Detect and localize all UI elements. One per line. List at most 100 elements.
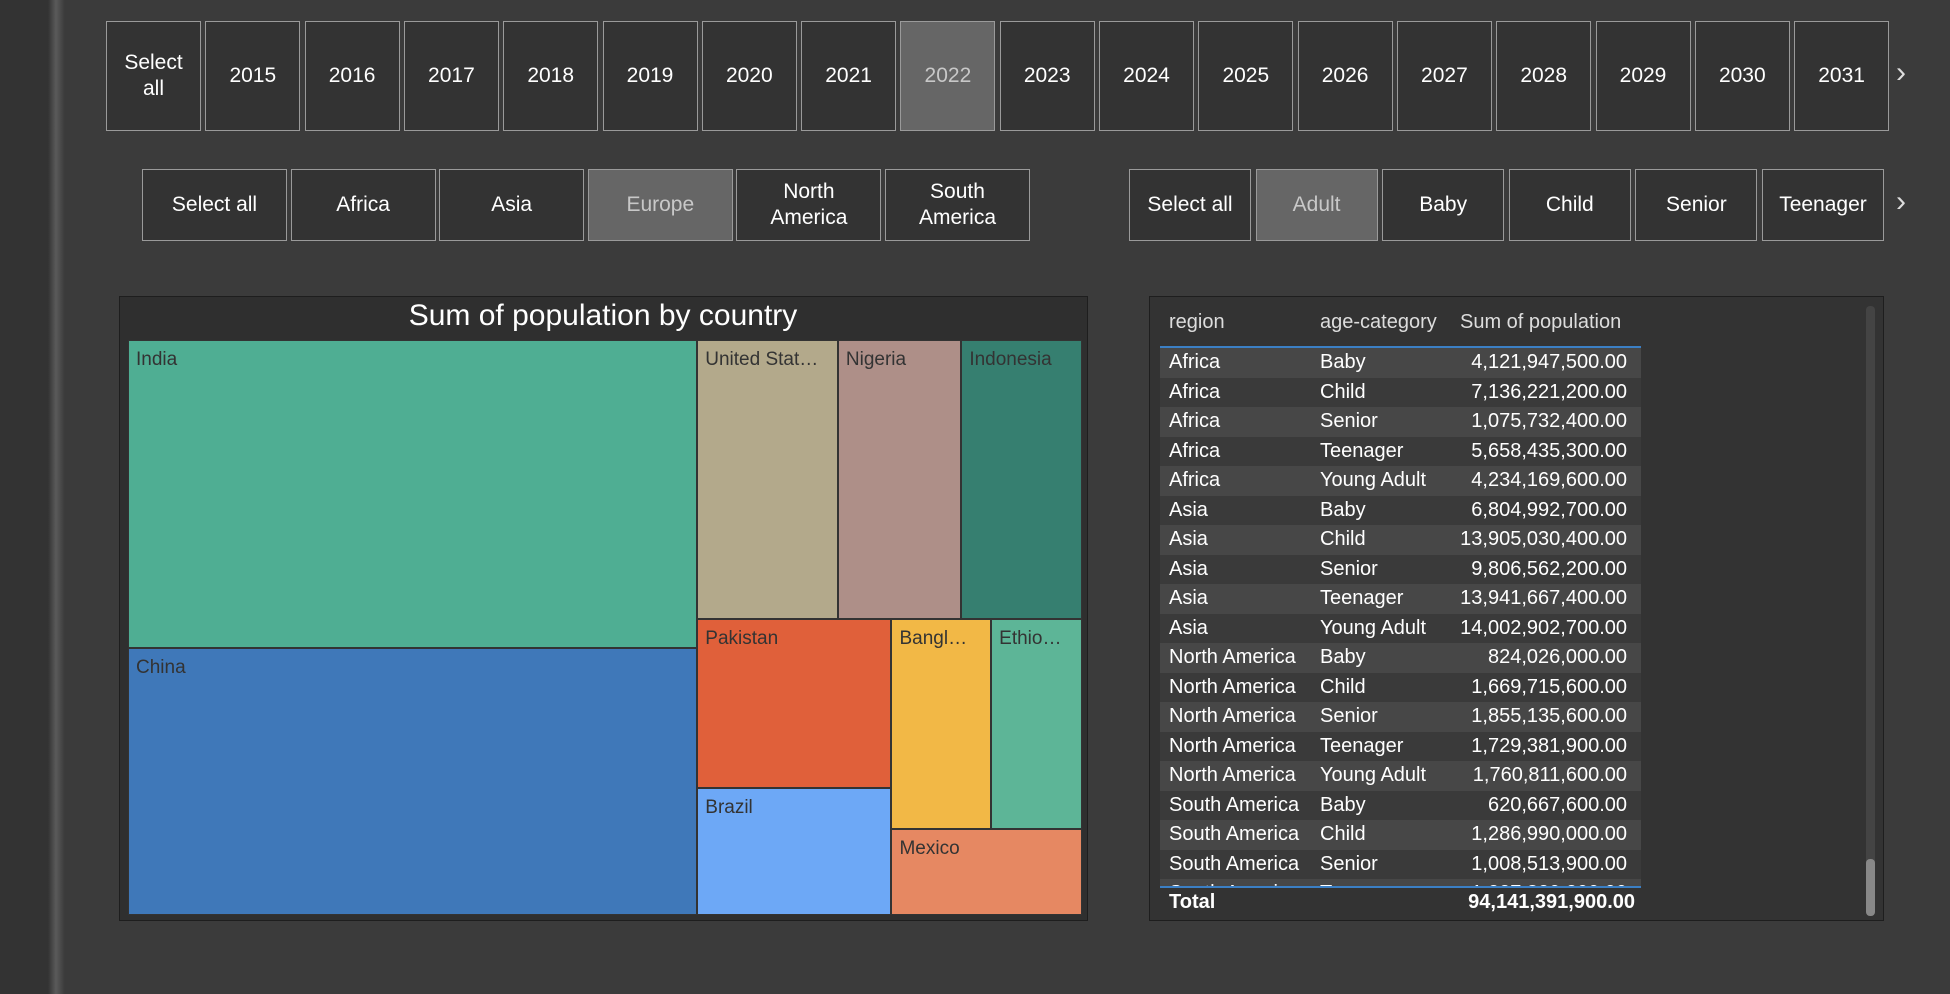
slicer-button[interactable]: 2020 bbox=[701, 21, 797, 131]
slicer-button[interactable]: 2017 bbox=[403, 21, 499, 131]
column-header: age-category bbox=[1320, 310, 1437, 333]
treemap-visual: Sum of population by country India China U… bbox=[119, 296, 1088, 921]
total-label: Total bbox=[1169, 890, 1216, 913]
slicer-button[interactable]: Select all bbox=[142, 169, 287, 241]
treemap-label: India bbox=[136, 349, 178, 370]
table-cell: South America bbox=[1169, 852, 1300, 875]
table-cell: 824,026,000.00 bbox=[1487, 646, 1627, 669]
slicer-button[interactable]: 2023 bbox=[999, 21, 1095, 131]
table-cell: Asia bbox=[1169, 587, 1208, 610]
column-header: Sum of population bbox=[1460, 310, 1622, 333]
treemap-label: Ethio… bbox=[999, 628, 1062, 650]
table-cell: 4,234,169,600.00 bbox=[1471, 469, 1627, 492]
treemap-label: Nigeria bbox=[845, 349, 907, 370]
slicer-button[interactable]: Baby bbox=[1382, 169, 1505, 241]
slicer-button[interactable]: 2026 bbox=[1297, 21, 1393, 131]
table-cell: Baby bbox=[1320, 498, 1366, 521]
slicer-button[interactable]: 2031 bbox=[1794, 21, 1890, 131]
table-row: Asia Senior 9,806,562,200.00 bbox=[1160, 554, 1641, 584]
slicer-button[interactable]: Select all bbox=[1129, 169, 1251, 241]
table-cell: Young Adult bbox=[1320, 764, 1427, 787]
column-header: region bbox=[1169, 310, 1225, 333]
table-cell: Child bbox=[1320, 380, 1366, 403]
year-scroll-arrow[interactable]: › bbox=[1896, 56, 1906, 89]
slicer-button[interactable]: Adult bbox=[1255, 169, 1378, 241]
table-row: South America Senior 1,008,513,900.00 bbox=[1160, 849, 1641, 879]
table-cell: 6,804,992,700.00 bbox=[1471, 498, 1627, 521]
table-cell: 14,002,902,700.00 bbox=[1460, 616, 1627, 639]
table-row: North America Child 1,669,715,600.00 bbox=[1160, 672, 1641, 702]
table-cell: 1,227,820,200.00 bbox=[1451, 879, 1627, 886]
table-row: Africa Senior 1,075,732,400.00 bbox=[1160, 407, 1641, 437]
table-cell: Senior bbox=[1320, 557, 1378, 580]
slicer-button[interactable]: Child bbox=[1508, 169, 1631, 241]
table-cell: North America bbox=[1169, 646, 1296, 669]
table-cell: 7,136,221,200.00 bbox=[1471, 380, 1627, 403]
header-divider bbox=[1160, 346, 1641, 348]
slicer-button[interactable]: Asia bbox=[439, 169, 585, 241]
scrollbar-thumb[interactable] bbox=[1866, 859, 1875, 916]
table-cell: Teenager bbox=[1320, 439, 1404, 462]
table-cell: Teenager bbox=[1320, 734, 1404, 757]
table-cell: 4,121,947,500.00 bbox=[1471, 351, 1627, 374]
table-cell: 1,760,811,600.00 bbox=[1472, 764, 1627, 787]
slicer-button[interactable]: 2030 bbox=[1694, 21, 1790, 131]
table-cell: South America bbox=[1169, 823, 1300, 846]
table-row: North America Senior 1,855,135,600.00 bbox=[1160, 702, 1641, 732]
table-cell: Asia bbox=[1169, 557, 1208, 580]
slicer-button[interactable]: 2024 bbox=[1099, 21, 1194, 131]
slicer-button[interactable]: 2015 bbox=[205, 21, 301, 131]
slicer-button[interactable]: Teenager bbox=[1762, 169, 1884, 241]
scrollbar[interactable] bbox=[1866, 306, 1875, 916]
slicer-button[interactable]: 2028 bbox=[1496, 21, 1592, 131]
table-cell: Senior bbox=[1320, 410, 1378, 433]
table-cell: Africa bbox=[1169, 439, 1221, 462]
treemap-tile: Bangl… bbox=[891, 619, 992, 829]
slicer-button[interactable]: 2016 bbox=[304, 21, 400, 131]
table-cell: Senior bbox=[1320, 852, 1378, 875]
treemap-tile: Brazil bbox=[697, 788, 892, 915]
treemap-tile: Pakistan bbox=[697, 619, 892, 789]
slicer-button[interactable]: 2025 bbox=[1198, 21, 1294, 131]
table-cell: 13,941,667,400.00 bbox=[1460, 587, 1627, 610]
table-cell: Senior bbox=[1320, 705, 1378, 728]
slicer-button[interactable]: 2019 bbox=[602, 21, 698, 131]
table-body: Africa Baby 4,121,947,500.00 Africa Child 7,1… bbox=[1160, 348, 1641, 886]
treemap-tile: Ethio… bbox=[991, 619, 1082, 829]
slicer-button[interactable]: Select all bbox=[106, 21, 201, 131]
treemap-tile: India bbox=[128, 340, 698, 648]
slicer-button[interactable]: Senior bbox=[1635, 169, 1758, 241]
slicer-button[interactable]: North America bbox=[736, 169, 882, 241]
treemap-tile: Nigeria bbox=[837, 340, 962, 620]
treemap-label: Pakistan bbox=[705, 628, 779, 650]
slicer-button[interactable]: 2021 bbox=[801, 21, 897, 131]
table-cell: Child bbox=[1320, 675, 1366, 698]
table-cell: 9,806,562,200.00 bbox=[1471, 557, 1627, 580]
slicer-button[interactable]: 2022 bbox=[900, 21, 996, 131]
table-cell: Africa bbox=[1169, 410, 1221, 433]
treemap-label: United Stat… bbox=[705, 349, 819, 370]
table-cell: North America bbox=[1169, 734, 1296, 757]
slicer-button[interactable]: 2027 bbox=[1396, 21, 1492, 131]
slicer-button[interactable]: 2029 bbox=[1595, 21, 1691, 131]
treemap-tile: Mexico bbox=[891, 828, 1082, 915]
treemap-label: Bangl… bbox=[899, 628, 968, 650]
slicer-button[interactable]: Europe bbox=[587, 169, 733, 241]
table-row: Africa Young Adult 4,234,169,600.00 bbox=[1160, 466, 1641, 496]
slicer-button[interactable]: 2018 bbox=[503, 21, 599, 131]
table-cell: Young Adult bbox=[1320, 469, 1427, 492]
slicer-button[interactable]: South America bbox=[885, 169, 1030, 241]
table-cell: 13,905,030,400.00 bbox=[1460, 528, 1627, 551]
table-cell: Asia bbox=[1169, 528, 1208, 551]
table-cell: 1,855,135,600.00 bbox=[1471, 705, 1627, 728]
table-cell: 1,729,381,900.00 bbox=[1471, 734, 1627, 757]
table-row: North America Baby 824,026,000.00 bbox=[1160, 643, 1641, 673]
table-cell: Africa bbox=[1169, 469, 1221, 492]
age-scroll-arrow[interactable]: › bbox=[1896, 185, 1906, 218]
table-cell: Baby bbox=[1320, 351, 1366, 374]
table-row: Africa Child 7,136,221,200.00 bbox=[1160, 377, 1641, 407]
slicer-button[interactable]: Africa bbox=[290, 169, 436, 241]
table-row: South America Baby 620,667,600.00 bbox=[1160, 790, 1641, 820]
